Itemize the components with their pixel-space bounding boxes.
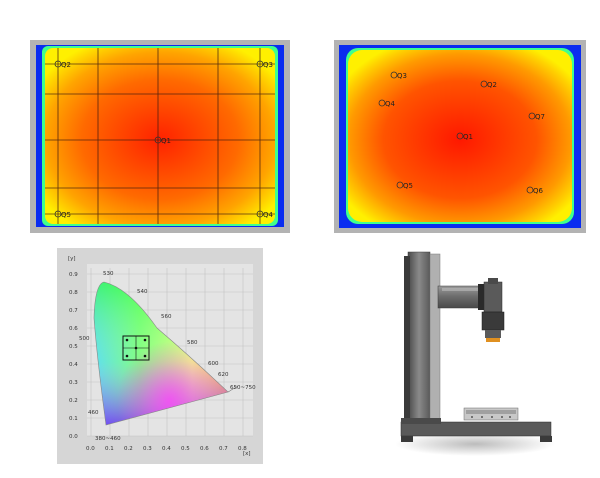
heatmap-panel-left: Q2 Q3 Q1 Q5 Q4 — [30, 40, 290, 233]
point-label: Q1 — [161, 137, 171, 145]
heatmap-panel-right: Q3 Q2 Q4 Q7 Q1 Q5 Q6 — [334, 40, 586, 233]
heatmap-right-image: Q3 Q2 Q4 Q7 Q1 Q5 Q6 — [334, 40, 586, 233]
point-label: Q2 — [61, 61, 71, 69]
cie-diagram-panel: [y] [x] 0.9 0.8 0.7 0.6 0.5 0.4 0.3 0.2 … — [57, 248, 263, 464]
y-tick-label: 0.4 — [69, 362, 78, 368]
y-tick-label: 0.9 — [69, 272, 78, 278]
point-label: Q5 — [403, 182, 413, 190]
y-tick-label: 0.1 — [69, 416, 78, 422]
y-axis-label: [y] — [68, 256, 76, 262]
x-tick-label: 0.2 — [124, 446, 133, 452]
wavelength-label: 600 — [208, 361, 219, 367]
x-tick-label: 0.5 — [181, 446, 190, 452]
wavelength-label: 500 — [79, 336, 90, 342]
x-axis-label: [x] — [243, 451, 251, 457]
wavelength-label: 460 — [88, 410, 99, 416]
x-tick-label: 0.0 — [86, 446, 95, 452]
point-label: Q3 — [397, 72, 407, 80]
x-tick-label: 0.6 — [200, 446, 209, 452]
wavelength-label: 620 — [218, 372, 229, 378]
wavelength-label: 380~460 — [95, 436, 121, 442]
y-tick-label: 0.2 — [69, 398, 78, 404]
imaging-colorimeter-stand — [395, 251, 555, 456]
x-tick-label: 0.8 — [238, 446, 247, 452]
y-tick-label: 0.6 — [69, 326, 78, 332]
point-label: Q6 — [533, 187, 544, 195]
x-tick-label: 0.4 — [162, 446, 171, 452]
point-label: Q4 — [263, 211, 274, 219]
y-tick-label: 0.7 — [69, 308, 78, 314]
y-tick-label: 0.3 — [69, 380, 78, 386]
y-tick-label: 0.0 — [69, 434, 78, 440]
y-tick-label: 0.5 — [69, 344, 78, 350]
measurement-device-panel — [380, 248, 560, 464]
heatmap-left-image: Q2 Q3 Q1 Q5 Q4 — [30, 40, 290, 233]
point-label: Q4 — [385, 100, 396, 108]
point-label: Q1 — [463, 133, 473, 141]
wavelength-label: 580 — [187, 340, 198, 346]
wavelength-label: 650~750 — [230, 385, 256, 391]
point-label: Q5 — [61, 211, 71, 219]
wavelength-label: 530 — [103, 271, 114, 277]
point-label: Q2 — [487, 81, 497, 89]
y-tick-label: 0.8 — [69, 290, 78, 296]
x-tick-label: 0.1 — [105, 446, 114, 452]
measurement-box — [122, 335, 150, 361]
wavelength-label: 540 — [137, 289, 148, 295]
point-label: Q7 — [535, 113, 545, 121]
wavelength-label: 560 — [161, 314, 172, 320]
point-label: Q3 — [263, 61, 273, 69]
cie-diagram: [y] [x] 0.9 0.8 0.7 0.6 0.5 0.4 0.3 0.2 … — [57, 248, 263, 464]
x-tick-label: 0.7 — [219, 446, 228, 452]
x-tick-label: 0.3 — [143, 446, 152, 452]
